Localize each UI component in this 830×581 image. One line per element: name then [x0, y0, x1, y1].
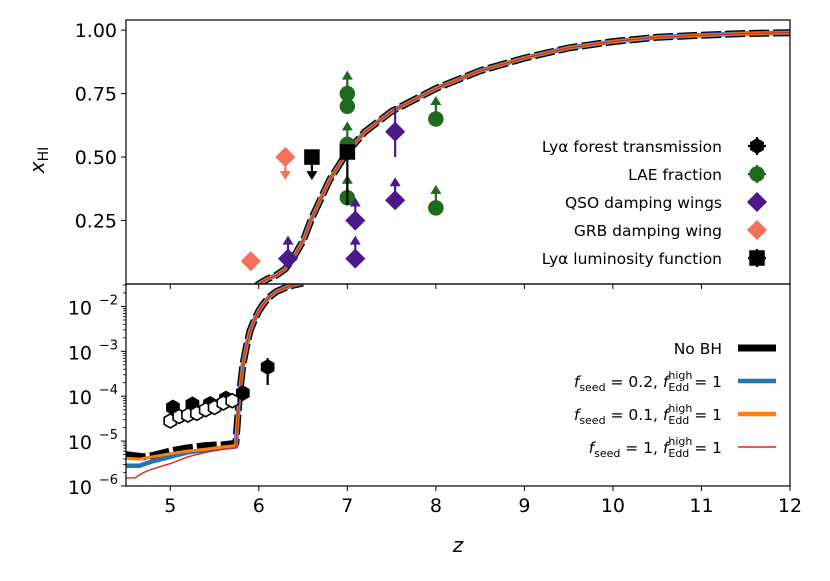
bottom-curve-2 — [126, 284, 304, 461]
marker-qso-damping-wings-4-lower-limit-head — [389, 177, 401, 187]
top-ytick-label-3: 1.00 — [75, 20, 117, 42]
legend-edd-sub: Edd — [668, 381, 689, 394]
legend-tail: = 1 — [689, 406, 722, 424]
legend-label-0: Lyα forest transmission — [542, 138, 722, 156]
marker-qso-damping-wings-2-lower-limit-head — [349, 235, 361, 245]
legend-edd-sub: Edd — [668, 414, 689, 427]
legend-edd-sub: Edd — [668, 447, 689, 460]
legend-f: f — [589, 439, 597, 457]
bottom-curve-1 — [126, 284, 304, 469]
legend-seed-sub: seed — [579, 414, 605, 427]
bottom-ytick-label-3: 10 — [68, 342, 92, 364]
marker-qso-damping-wings-3 — [385, 121, 406, 142]
legend-f2: f — [663, 406, 671, 424]
bottom-observation-markers — [163, 358, 275, 429]
legend-marker-1 — [749, 166, 765, 182]
marker-grb-damping-wing-0 — [240, 251, 261, 272]
bottom-curve-0 — [126, 284, 304, 461]
bottom-ytick-label-2: 10 — [68, 387, 92, 409]
axes-frames-and-ticks: 0.25 0.50 0.75 1.00 5 6 7 8 9 10 11 12 10 −6 10 −5 10 −4 1… — [68, 19, 802, 517]
legend-marker-0 — [750, 138, 764, 154]
legend-eq: = 0.1, — [606, 406, 663, 424]
marker-qso-damping-wings-0 — [277, 248, 299, 269]
top-observation-markers — [240, 70, 444, 272]
legend-f2: f — [663, 439, 671, 457]
marker-ly-luminosity-function-1 — [339, 144, 356, 160]
marker-qso-damping-wings-1 — [345, 210, 366, 231]
bottom-curve-3 — [126, 284, 303, 479]
legend-marker-3 — [746, 219, 768, 241]
legend-tail: = 1 — [689, 439, 722, 457]
legend-high-sup: high — [668, 435, 692, 448]
marker-lae-fraction-5-lower-limit-head — [430, 184, 442, 194]
xtick-label-5: 10 — [601, 495, 625, 517]
xtick-label-3: 8 — [430, 495, 442, 517]
legend-label-4: Lyα luminosity function — [542, 250, 722, 268]
xtick-label-7: 12 — [778, 495, 802, 517]
marker-lae-fraction-1-lower-limit-head — [341, 83, 353, 93]
bottom-model-curves — [126, 284, 304, 479]
legend-f: f — [574, 373, 582, 391]
x-axis-label: z — [452, 533, 464, 557]
bottom-legend-label-3: fseed = 1, fhigh Edd = 1 — [589, 435, 722, 460]
legend-label-3: GRB damping wing — [574, 222, 722, 240]
xtick-label-2: 7 — [341, 495, 353, 517]
legend-marker-4 — [749, 250, 765, 266]
legend-label-2: QSO damping wings — [565, 194, 722, 212]
marker-ly-luminosity-function-0-upper-limit-head — [306, 171, 318, 181]
marker-qso-damping-wings-1-lower-limit-head — [349, 197, 361, 207]
xtick-label-4: 9 — [518, 495, 530, 517]
bottom-hexagon-0-5 — [260, 359, 275, 375]
bottom-ytick-label-1: 10 — [68, 432, 92, 454]
marker-lae-fraction-0-lower-limit-head — [341, 70, 353, 80]
y-axis-label: xHI — [25, 147, 52, 175]
legend-high-sup: high — [668, 369, 692, 382]
bottom-legend-label-1: fseed = 0.2, fhigh Edd = 1 — [574, 369, 722, 394]
bottom-ytick-exp-4: −2 — [99, 293, 118, 308]
marker-lae-fraction-5 — [428, 200, 444, 216]
bottom-legend-label-2: fseed = 0.1, fhigh Edd = 1 — [574, 402, 722, 427]
top-legend: Lyα forest transmission LAE fraction QSO d… — [542, 137, 768, 268]
marker-grb-damping-wing-1-upper-limit-head — [279, 171, 291, 181]
marker-qso-damping-wings-4 — [385, 190, 406, 211]
top-ytick-label-0: 0.25 — [75, 211, 117, 233]
legend-high-sup: high — [668, 402, 692, 415]
top-panel-neutral-fraction: Lyα forest transmission LAE fraction QSO d… — [240, 29, 790, 284]
legend-f: f — [574, 406, 582, 424]
bottom-ytick-exp-3: −3 — [99, 338, 118, 353]
bottom-ytick-label-4: 10 — [68, 297, 92, 319]
legend-f2: f — [663, 373, 671, 391]
bottom-ytick-label-0: 10 — [68, 477, 92, 499]
marker-qso-damping-wings-0-lower-limit-head — [282, 235, 294, 245]
legend-eq: = 1, — [620, 439, 663, 457]
bottom-legend-label-0: No BH — [674, 340, 722, 358]
bottom-hexagon-0-4 — [236, 385, 250, 402]
marker-lae-fraction-4 — [428, 111, 444, 127]
marker-qso-damping-wings-2 — [345, 248, 366, 269]
legend-seed-sub: seed — [579, 381, 605, 394]
marker-lae-fraction-1 — [339, 98, 356, 115]
legend-label-1: LAE fraction — [628, 166, 722, 184]
legend-eq: = 0.2, — [606, 373, 663, 391]
legend-marker-2 — [746, 191, 768, 213]
legend-tail: = 1 — [689, 373, 722, 391]
bottom-ytick-exp-2: −4 — [99, 383, 118, 398]
top-ytick-label-2: 0.75 — [75, 84, 117, 106]
marker-lae-fraction-2-lower-limit-head — [341, 121, 353, 131]
marker-grb-damping-wing-1 — [275, 147, 296, 168]
marker-lae-fraction-4-lower-limit-head — [430, 96, 442, 105]
bottom-ytick-exp-0: −6 — [99, 473, 118, 488]
bottom-hexagon-1-7 — [225, 392, 240, 409]
top-ytick-label-1: 0.50 — [75, 147, 117, 169]
bottom-frame — [125, 283, 791, 487]
bottom-ytick-exp-1: −5 — [99, 428, 118, 443]
xtick-label-6: 11 — [689, 495, 713, 517]
xtick-label-1: 6 — [253, 495, 265, 517]
legend-seed-sub: seed — [594, 447, 620, 460]
xtick-label-0: 5 — [164, 495, 176, 517]
marker-ly-luminosity-function-0 — [304, 149, 320, 165]
